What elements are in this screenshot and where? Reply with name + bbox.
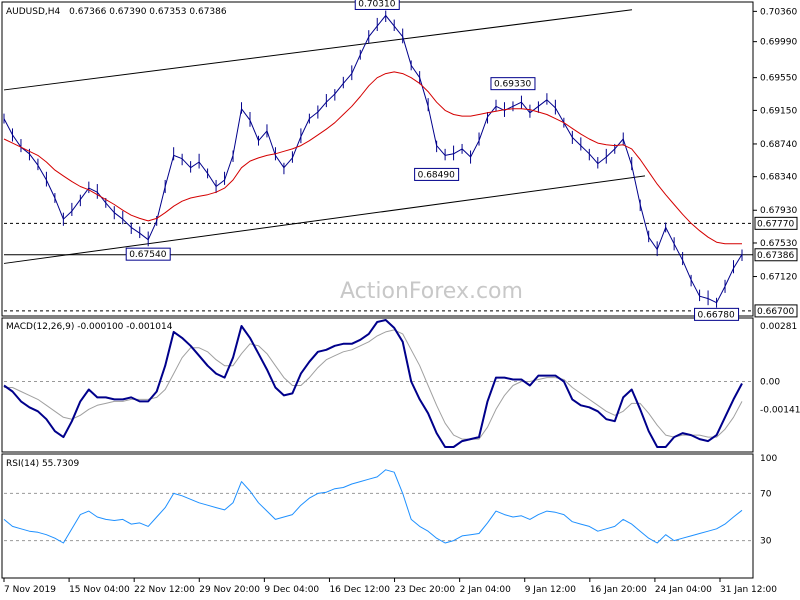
- macd-tick-label: 0.00281: [760, 322, 797, 332]
- rsi-tick-label: 30: [760, 537, 772, 547]
- annotation-box-0.68490: [414, 167, 460, 181]
- x-axis-label: 24 Jan 04:00: [655, 585, 712, 595]
- level-tag-text-0.67386: 0.67386: [757, 251, 794, 261]
- x-axis-label: 29 Nov 20:00: [199, 585, 260, 595]
- macd-tick-label: 0.00: [760, 378, 780, 388]
- level-tag-text-0.66700: 0.66700: [757, 307, 794, 317]
- annotation-box-0.70310: [354, 0, 400, 10]
- x-axis-label: 9 Jan 12:00: [525, 585, 577, 595]
- level-tag-0.67386: [754, 248, 798, 262]
- rsi-panel-frame: [1, 453, 754, 579]
- annotation-box-0.66780: [694, 307, 740, 321]
- x-axis-label: 16 Jan 20:00: [590, 585, 647, 595]
- label-layer: 0.70360 0.69990 0.69550 0.69150 0.68740 0.683…: [4, 0, 800, 595]
- x-axis-label: 31 Jan 12:00: [720, 585, 777, 595]
- price-tick-label: 0.68340: [760, 173, 797, 183]
- annotation-text-0.67540: 0.67540: [129, 250, 166, 260]
- x-axis-label: 7 Nov 2019: [4, 585, 56, 595]
- x-axis-label: 16 Dec 12:00: [329, 585, 390, 595]
- price-tick-label: 0.69990: [760, 38, 797, 48]
- annotation-text-0.70310: 0.70310: [358, 0, 395, 9]
- watermark: ActionForex.com: [340, 279, 523, 304]
- ohlc-values: 0.67366 0.67390 0.67353 0.67386: [69, 7, 227, 17]
- price-close-line: [3, 15, 743, 304]
- symbol-label: AUDUSD,H4: [6, 7, 61, 17]
- macd-panel-frame: [1, 317, 754, 453]
- x-axis-label: 22 Nov 12:00: [134, 585, 195, 595]
- series-layer: [3, 10, 743, 544]
- level-tag-0.67770: [754, 216, 798, 230]
- annotation-text-0.69330: 0.69330: [494, 80, 531, 90]
- rsi-tick-label: 100: [760, 454, 777, 464]
- price-tick-label: 0.68740: [760, 140, 797, 150]
- annotation-box-0.69330: [490, 77, 536, 91]
- level-tag-text-0.67770: 0.67770: [757, 219, 794, 229]
- rsi-line: [3, 469, 743, 544]
- annotation-text-0.68490: 0.68490: [418, 170, 455, 180]
- channel-lower-line: [3, 175, 646, 264]
- price-tick-label: 0.67120: [760, 273, 797, 283]
- annotation-text-0.66780: 0.66780: [698, 310, 735, 320]
- x-axis-label: 9 Dec 04:00: [264, 585, 319, 595]
- macd-tick-label: -0.00141: [760, 406, 800, 416]
- price-tick-label: 0.69550: [760, 74, 797, 84]
- x-axis-label: 15 Nov 04:00: [69, 585, 130, 595]
- price-panel-header: AUDUSD,H4 0.67366 0.67390 0.67353 0.6738…: [6, 7, 227, 17]
- price-tick-label: 0.67530: [760, 239, 797, 249]
- macd-line: [3, 319, 743, 448]
- rsi-tick-label: 70: [760, 489, 772, 499]
- x-axis-label: 2 Jan 04:00: [460, 585, 512, 595]
- moving-average-line: [3, 71, 742, 245]
- macd-signal-line: [4, 329, 743, 440]
- price-tick-label: 0.67930: [760, 206, 797, 216]
- annotation-box-0.67540: [125, 247, 171, 261]
- x-axis-label: 23 Dec 20:00: [395, 585, 456, 595]
- price-tick-label: 0.69150: [760, 106, 797, 116]
- channel-upper-line: [3, 9, 633, 91]
- macd-panel-header: MACD(12,26,9) -0.000100 -0.001014: [6, 322, 173, 332]
- rsi-panel-header: RSI(14) 55.7309: [6, 459, 79, 469]
- level-tag-0.66700: [754, 304, 798, 318]
- price-tick-label: 0.70360: [760, 7, 797, 17]
